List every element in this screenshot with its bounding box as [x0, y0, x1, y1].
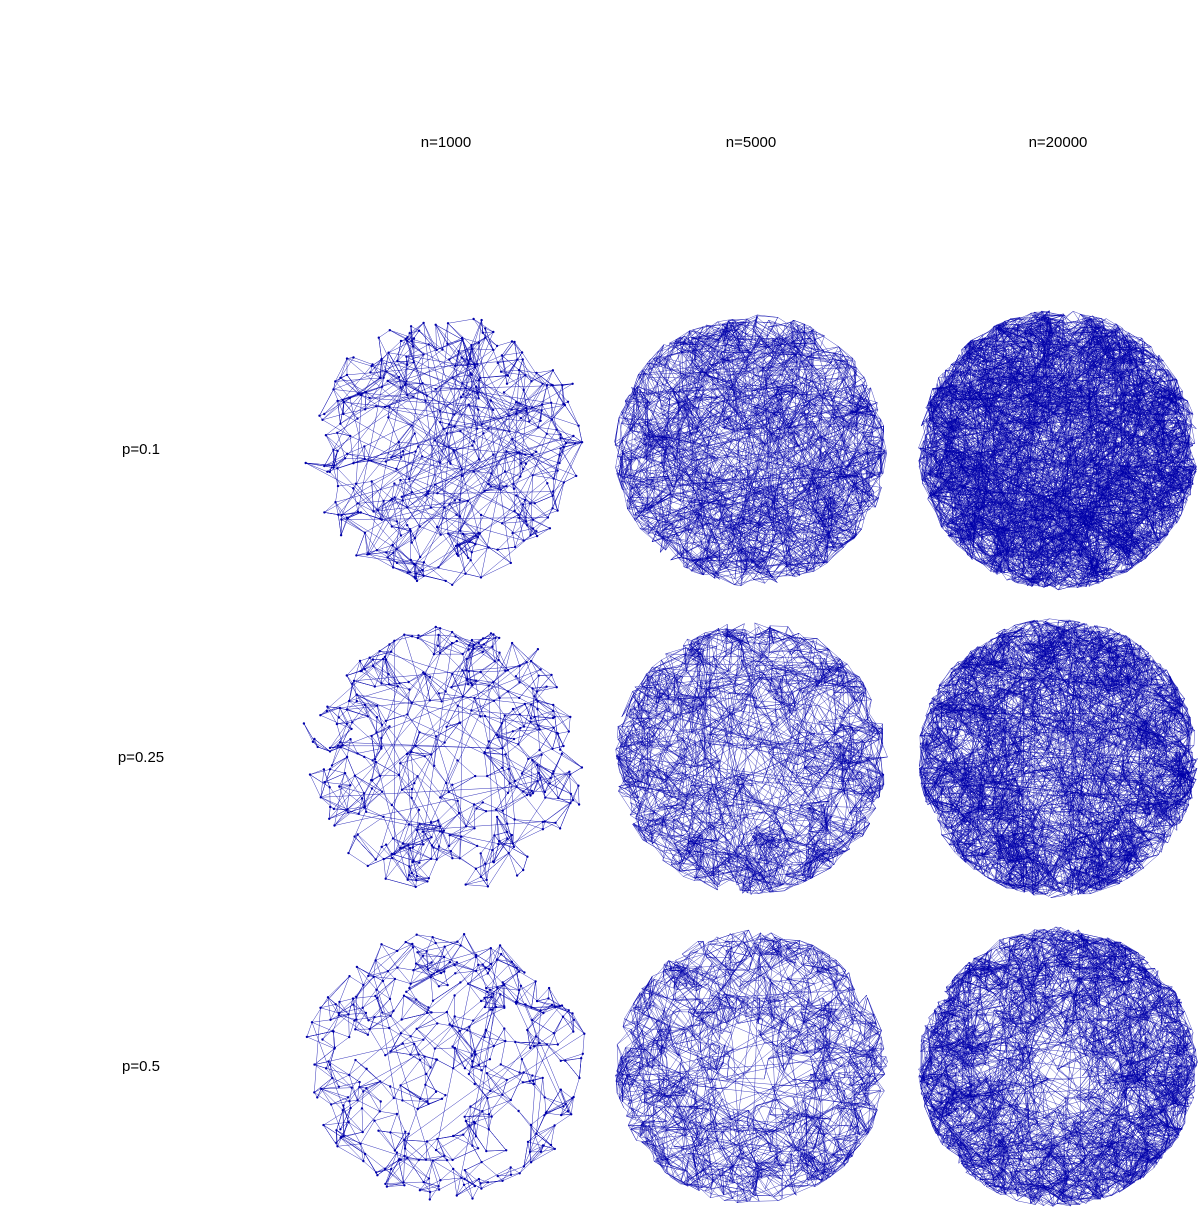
- network-edges: [919, 618, 1198, 899]
- network-edges: [305, 318, 583, 586]
- column-label: n=5000: [726, 134, 776, 151]
- network-edges: [918, 310, 1197, 591]
- column-label: n=1000: [421, 134, 471, 151]
- row-label: p=0.5: [122, 1058, 160, 1075]
- network-edges: [615, 622, 888, 895]
- column-label: n=20000: [1029, 134, 1088, 151]
- network-edges: [303, 626, 583, 888]
- network-nodes: [305, 932, 586, 1201]
- row-label: p=0.1: [122, 441, 160, 458]
- network-edges: [918, 926, 1198, 1207]
- network-nodes: [304, 317, 584, 586]
- network-edges: [615, 929, 888, 1203]
- network-edges: [614, 314, 887, 587]
- row-label: p=0.25: [118, 749, 164, 766]
- network-edges: [306, 934, 585, 1200]
